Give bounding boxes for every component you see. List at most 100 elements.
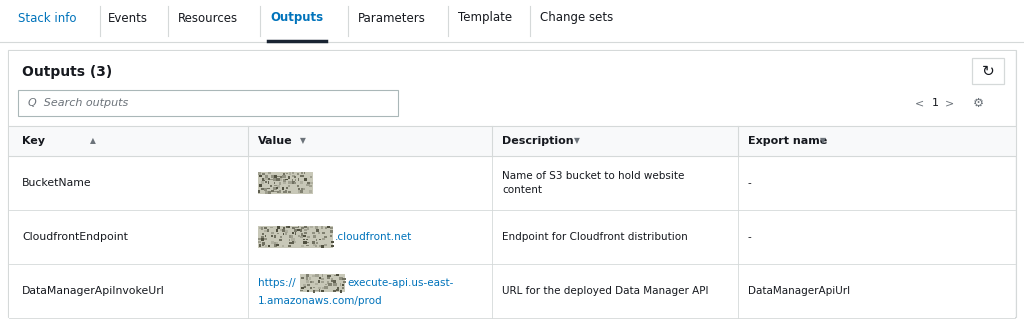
Polygon shape — [301, 188, 304, 190]
Polygon shape — [312, 241, 315, 244]
Polygon shape — [280, 239, 282, 240]
Polygon shape — [267, 181, 269, 184]
Text: Key: Key — [22, 136, 45, 146]
Polygon shape — [270, 179, 273, 180]
Polygon shape — [9, 126, 1015, 156]
Polygon shape — [267, 187, 270, 189]
Polygon shape — [285, 179, 288, 180]
Polygon shape — [300, 274, 345, 292]
Polygon shape — [292, 175, 295, 177]
Polygon shape — [270, 241, 274, 244]
Polygon shape — [300, 190, 303, 193]
Polygon shape — [276, 178, 280, 181]
Text: >: > — [945, 98, 954, 108]
Polygon shape — [301, 227, 304, 229]
Polygon shape — [265, 181, 266, 183]
Text: 1: 1 — [932, 98, 939, 108]
Polygon shape — [280, 230, 283, 231]
Polygon shape — [312, 281, 314, 283]
Polygon shape — [300, 181, 303, 184]
Polygon shape — [307, 236, 310, 238]
Polygon shape — [300, 233, 303, 236]
Polygon shape — [258, 190, 260, 193]
Polygon shape — [328, 277, 330, 279]
Polygon shape — [267, 230, 269, 232]
Polygon shape — [309, 287, 312, 289]
Polygon shape — [312, 290, 315, 293]
Text: Q  Search outputs: Q Search outputs — [28, 98, 128, 108]
Polygon shape — [315, 245, 317, 247]
Polygon shape — [331, 278, 333, 281]
Polygon shape — [276, 232, 279, 234]
Polygon shape — [258, 226, 333, 248]
Polygon shape — [328, 275, 331, 277]
Polygon shape — [325, 286, 328, 289]
Polygon shape — [292, 172, 294, 174]
Polygon shape — [298, 235, 300, 237]
Polygon shape — [972, 58, 1004, 84]
Polygon shape — [270, 235, 272, 237]
Polygon shape — [300, 236, 303, 238]
Polygon shape — [315, 274, 318, 277]
Text: CloudfrontEndpoint: CloudfrontEndpoint — [22, 232, 128, 242]
Polygon shape — [303, 188, 305, 190]
Polygon shape — [294, 182, 296, 184]
Text: .cloudfront.net: .cloudfront.net — [335, 232, 413, 242]
Polygon shape — [270, 227, 272, 228]
Polygon shape — [325, 236, 327, 238]
Polygon shape — [9, 156, 1015, 210]
Polygon shape — [286, 190, 288, 193]
Polygon shape — [304, 286, 306, 288]
Polygon shape — [292, 232, 294, 234]
Polygon shape — [258, 172, 261, 175]
Polygon shape — [342, 278, 346, 280]
Polygon shape — [264, 238, 267, 240]
Polygon shape — [331, 280, 335, 282]
Polygon shape — [264, 187, 266, 191]
Polygon shape — [273, 244, 276, 247]
Text: DataManagerApiUrl: DataManagerApiUrl — [748, 286, 850, 296]
Polygon shape — [294, 227, 298, 228]
Polygon shape — [306, 245, 309, 247]
Polygon shape — [336, 289, 339, 291]
Polygon shape — [301, 277, 304, 279]
Polygon shape — [315, 229, 319, 232]
Text: Parameters: Parameters — [358, 12, 426, 24]
Polygon shape — [304, 232, 307, 234]
Polygon shape — [322, 281, 324, 282]
Polygon shape — [298, 185, 299, 187]
Polygon shape — [322, 278, 325, 280]
Polygon shape — [294, 241, 296, 243]
Polygon shape — [273, 235, 276, 238]
Polygon shape — [262, 245, 263, 246]
Polygon shape — [294, 229, 297, 232]
Text: ▼: ▼ — [574, 136, 580, 145]
Text: Change sets: Change sets — [540, 12, 613, 24]
Polygon shape — [322, 274, 324, 277]
Text: <: < — [915, 98, 925, 108]
Polygon shape — [298, 188, 300, 190]
Text: Name of S3 bucket to hold website: Name of S3 bucket to hold website — [502, 171, 684, 181]
Polygon shape — [318, 281, 321, 282]
Polygon shape — [267, 245, 270, 247]
Polygon shape — [334, 283, 337, 286]
Polygon shape — [261, 188, 264, 190]
Polygon shape — [258, 244, 261, 247]
Polygon shape — [280, 190, 282, 193]
Polygon shape — [318, 287, 321, 289]
Polygon shape — [265, 176, 268, 178]
Polygon shape — [261, 236, 264, 239]
Polygon shape — [0, 0, 1024, 42]
Text: Outputs: Outputs — [270, 12, 324, 24]
Text: BucketName: BucketName — [22, 178, 91, 188]
Polygon shape — [285, 230, 288, 233]
Polygon shape — [298, 190, 300, 193]
Polygon shape — [298, 178, 299, 181]
Polygon shape — [18, 90, 398, 116]
Polygon shape — [303, 235, 306, 237]
Polygon shape — [313, 287, 315, 289]
Polygon shape — [289, 185, 290, 187]
Polygon shape — [271, 176, 274, 178]
Polygon shape — [292, 227, 295, 229]
Polygon shape — [334, 290, 336, 292]
